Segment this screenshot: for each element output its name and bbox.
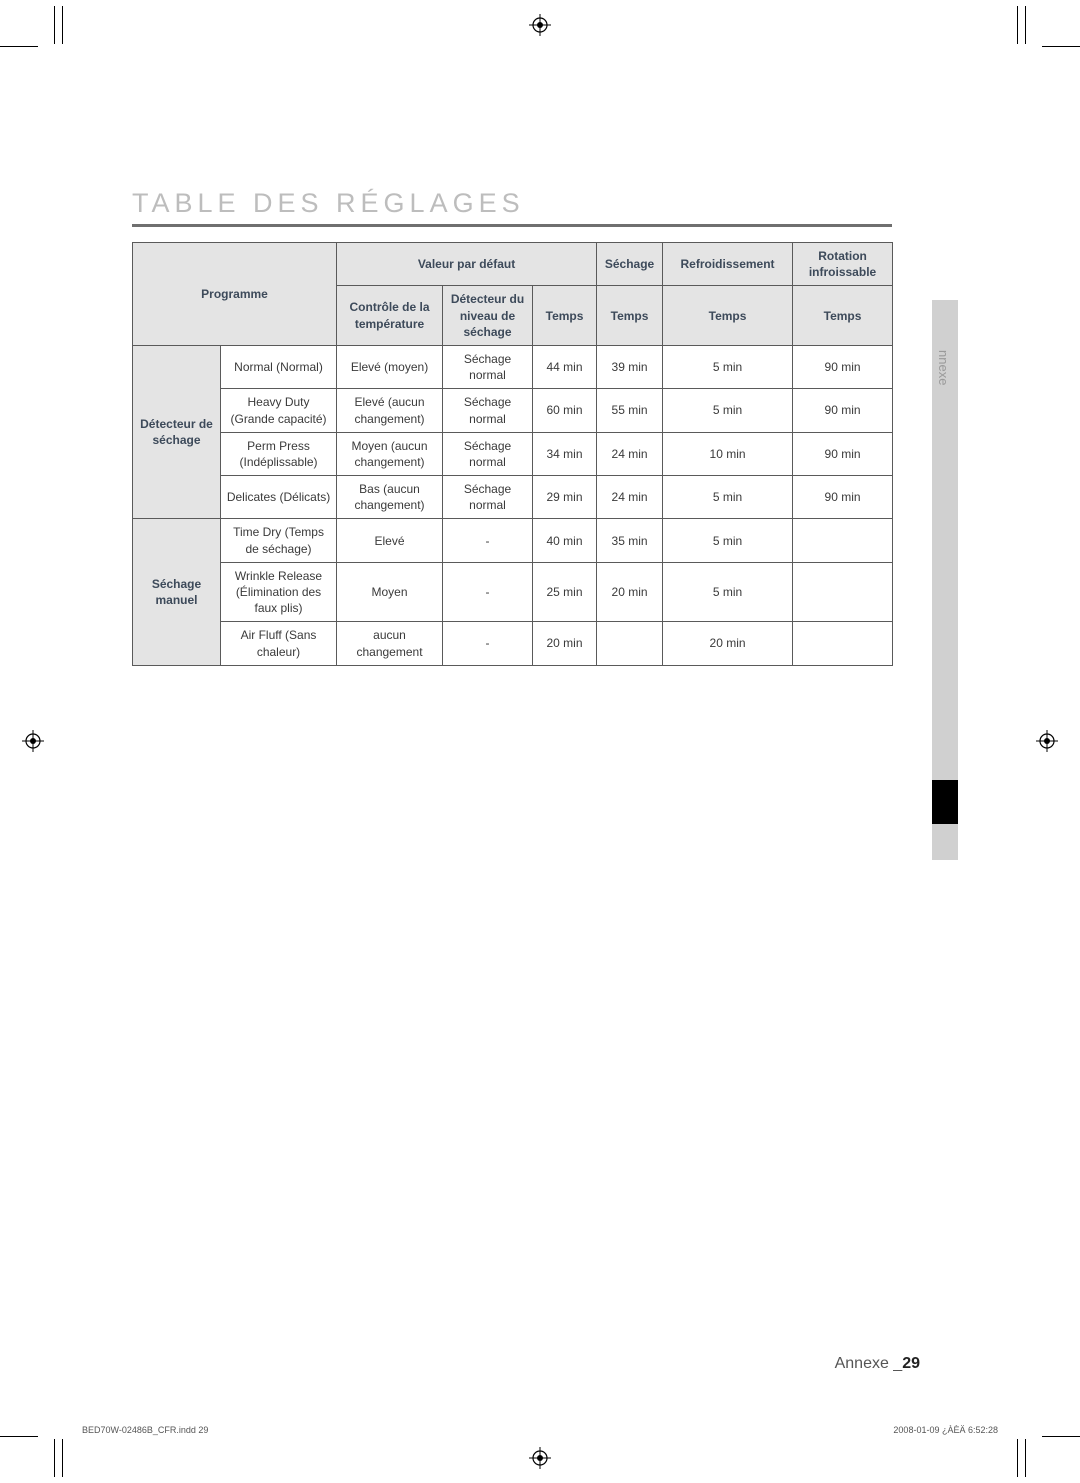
cell: 35 min — [597, 519, 663, 562]
col-valeur: Valeur par défaut — [337, 243, 597, 286]
registration-mark-icon — [529, 14, 551, 36]
crop-mark — [0, 46, 38, 47]
crop-mark — [62, 1439, 63, 1477]
cell: 40 min — [533, 519, 597, 562]
table-row: Wrinkle Release (Élimination des faux pl… — [133, 562, 893, 622]
col-temps: Temps — [533, 286, 597, 346]
cell — [793, 519, 893, 562]
page: nnexe TABLE DES RÉGLAGES Programme Valeu… — [0, 0, 1080, 1483]
cell: 5 min — [663, 389, 793, 432]
cell: 20 min — [533, 622, 597, 665]
cell: Séchage normal — [443, 345, 533, 388]
cell: Wrinkle Release (Élimination des faux pl… — [221, 562, 337, 622]
section-heading: TABLE DES RÉGLAGES — [132, 188, 525, 219]
row-group-label: Détecteur de séchage — [133, 345, 221, 519]
registration-mark-icon — [22, 730, 44, 752]
cell: Elevé (moyen) — [337, 345, 443, 388]
cell: 90 min — [793, 476, 893, 519]
cell: Bas (aucun changement) — [337, 476, 443, 519]
table-row: Delicates (Délicats)Bas (aucun changemen… — [133, 476, 893, 519]
cell: 10 min — [663, 432, 793, 475]
settings-table: Programme Valeur par défaut Séchage Refr… — [132, 242, 892, 666]
cell: 44 min — [533, 345, 597, 388]
cell: Normal (Normal) — [221, 345, 337, 388]
cell: - — [443, 562, 533, 622]
cell: aucun changement — [337, 622, 443, 665]
cell: 20 min — [663, 622, 793, 665]
cell: 24 min — [597, 432, 663, 475]
footer-page: 29 — [902, 1355, 920, 1372]
row-group-label: Séchage manuel — [133, 519, 221, 665]
cell: Air Fluff (Sans chaleur) — [221, 622, 337, 665]
heading-rule — [132, 224, 892, 227]
cell: 90 min — [793, 432, 893, 475]
table-row: Perm Press (Indéplissable)Moyen (aucun c… — [133, 432, 893, 475]
cell: Séchage normal — [443, 476, 533, 519]
registration-mark-icon — [529, 1447, 551, 1469]
cell — [793, 622, 893, 665]
crop-mark — [1042, 46, 1080, 47]
cell: 20 min — [597, 562, 663, 622]
col-sechage: Séchage — [597, 243, 663, 286]
footer-indd: BED70W-02486B_CFR.indd 29 — [82, 1425, 208, 1435]
col-detecteur: Détecteur du niveau de séchage — [443, 286, 533, 346]
cell — [793, 562, 893, 622]
cell: Perm Press (Indéplissable) — [221, 432, 337, 475]
col-temps: Temps — [793, 286, 893, 346]
col-temps: Temps — [663, 286, 793, 346]
table-header-row: Programme Valeur par défaut Séchage Refr… — [133, 243, 893, 286]
col-programme: Programme — [133, 243, 337, 346]
cell: Elevé (aucun changement) — [337, 389, 443, 432]
crop-mark — [62, 6, 63, 44]
crop-mark — [54, 6, 55, 44]
side-tab-marker — [932, 780, 958, 824]
cell: 90 min — [793, 345, 893, 388]
footer-date: 2008-01-09 ¿ÀÈÄ 6:52:28 — [893, 1425, 998, 1435]
cell: Heavy Duty (Grande capacité) — [221, 389, 337, 432]
cell: Delicates (Délicats) — [221, 476, 337, 519]
table-row: Détecteur de séchageNormal (Normal)Elevé… — [133, 345, 893, 388]
page-footer: Annexe _29 — [835, 1355, 920, 1373]
crop-mark — [1025, 1439, 1026, 1477]
registration-mark-icon — [1036, 730, 1058, 752]
table-row: Heavy Duty (Grande capacité)Elevé (aucun… — [133, 389, 893, 432]
cell: 5 min — [663, 345, 793, 388]
cell: Moyen — [337, 562, 443, 622]
cell: 25 min — [533, 562, 597, 622]
footer-label: Annexe _ — [835, 1355, 903, 1372]
cell: 55 min — [597, 389, 663, 432]
cell: Time Dry (Temps de séchage) — [221, 519, 337, 562]
cell: - — [443, 519, 533, 562]
cell: Séchage normal — [443, 432, 533, 475]
col-refroid: Refroidissement — [663, 243, 793, 286]
cell: Moyen (aucun changement) — [337, 432, 443, 475]
crop-mark — [54, 1439, 55, 1477]
side-tab: nnexe — [932, 300, 958, 860]
crop-mark — [0, 1436, 38, 1437]
cell: 29 min — [533, 476, 597, 519]
cell: 34 min — [533, 432, 597, 475]
table-row: Air Fluff (Sans chaleur)aucun changement… — [133, 622, 893, 665]
cell: Elevé — [337, 519, 443, 562]
col-controle: Contrôle de la température — [337, 286, 443, 346]
cell: 5 min — [663, 476, 793, 519]
col-rotation: Rotation infroissable — [793, 243, 893, 286]
crop-mark — [1017, 1439, 1018, 1477]
col-temps: Temps — [597, 286, 663, 346]
table-row: Séchage manuelTime Dry (Temps de séchage… — [133, 519, 893, 562]
crop-mark — [1017, 6, 1018, 44]
crop-mark — [1042, 1436, 1080, 1437]
cell: 5 min — [663, 519, 793, 562]
cell: 60 min — [533, 389, 597, 432]
cell: 90 min — [793, 389, 893, 432]
cell — [597, 622, 663, 665]
cell: 5 min — [663, 562, 793, 622]
side-tab-label: nnexe — [936, 350, 951, 385]
crop-mark — [1025, 6, 1026, 44]
cell: 39 min — [597, 345, 663, 388]
cell: - — [443, 622, 533, 665]
cell: 24 min — [597, 476, 663, 519]
cell: Séchage normal — [443, 389, 533, 432]
